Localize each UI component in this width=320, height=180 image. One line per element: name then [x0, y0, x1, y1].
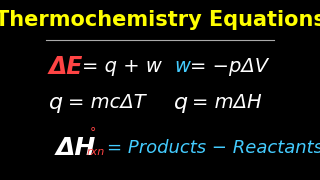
- Text: ΔE: ΔE: [49, 55, 83, 79]
- Text: rxn: rxn: [87, 147, 105, 157]
- Text: w: w: [174, 57, 190, 76]
- Text: q: q: [49, 93, 63, 113]
- Text: q: q: [174, 93, 188, 113]
- Text: °: °: [90, 126, 96, 139]
- Text: = mcΔT: = mcΔT: [68, 93, 145, 112]
- Text: Thermochemistry Equations: Thermochemistry Equations: [0, 10, 320, 30]
- Text: = Products − Reactants: = Products − Reactants: [107, 139, 320, 157]
- Text: ΔH: ΔH: [56, 136, 96, 160]
- Text: = −pΔV: = −pΔV: [190, 57, 268, 76]
- Text: = q + w: = q + w: [82, 57, 162, 76]
- Text: = mΔH: = mΔH: [192, 93, 262, 112]
